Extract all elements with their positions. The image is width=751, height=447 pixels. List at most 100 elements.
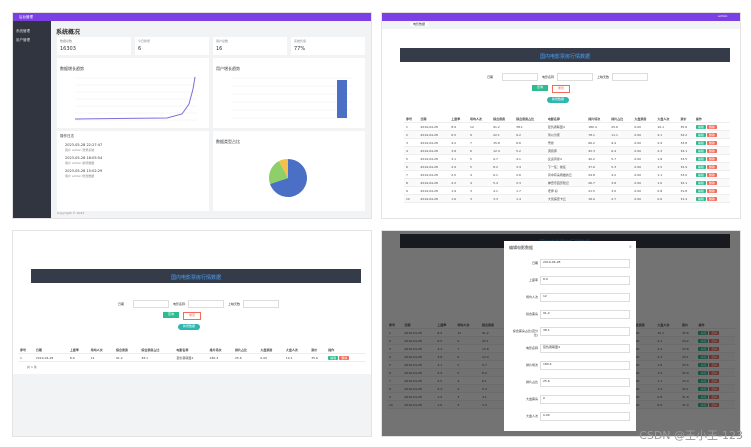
menu-item[interactable]: 系统管理 (16, 29, 30, 33)
chart-graphic (74, 76, 197, 121)
stat-card: 今日新增 6 (135, 37, 209, 55)
column-header: 上座率 (449, 115, 469, 123)
cell: 2019-04-28 (418, 170, 450, 179)
cell: 2.3 (514, 178, 546, 187)
field-label: 场均人次 (525, 295, 538, 299)
field-input[interactable]: 180.4 (540, 361, 630, 370)
cell: 21.5 (586, 186, 610, 195)
stat-value: 6 (138, 46, 142, 52)
cell: 风中有朵雨做的云 (545, 170, 587, 179)
cell: 34.2 (678, 130, 694, 139)
cell: 2019-04-28 (418, 178, 450, 187)
cell: 6.4 (609, 146, 633, 155)
cell: 复仇者联盟4 (545, 122, 587, 131)
cell-actions: 编辑删除 (326, 353, 366, 362)
filter-input[interactable] (612, 73, 648, 81)
field-input[interactable]: 0.00 (540, 412, 630, 421)
field-label: 大盘人次 (525, 414, 538, 418)
field-input[interactable]: 91.2 (540, 310, 630, 319)
cell: 0.00 (632, 170, 656, 179)
edit-button[interactable]: 编辑 (695, 156, 706, 161)
edit-button[interactable]: 编辑 (695, 196, 706, 201)
menu-item[interactable]: 用户管理 (16, 38, 30, 42)
stat-value: 16303 (60, 46, 76, 52)
field-input[interactable]: 25.6 (540, 378, 630, 387)
cell: 0.00 (632, 194, 656, 203)
modal-panel: 国内电影票房行情数据序号日期上座率场均人次综合票房综合票房占比电影名称排片场次排… (381, 230, 741, 437)
field-input[interactable]: 复仇者联盟4 (540, 344, 630, 353)
cell: 1 (18, 353, 34, 362)
log-text: 用户 admin 修改数据 (65, 174, 95, 178)
cell: 31.4 (678, 194, 694, 203)
field-input[interactable]: 0 (540, 395, 630, 404)
field-input[interactable]: 8.9 (540, 276, 630, 285)
delete-button[interactable]: 删除 (706, 124, 717, 129)
field-label: 大盘票房 (525, 397, 538, 401)
log-title: 操作日志 (60, 134, 74, 138)
column-header: 票价 (309, 346, 327, 354)
cell: 91.2 (113, 353, 140, 362)
edit-button[interactable]: 编辑 (695, 164, 706, 169)
table-panel: 电影数据 admin 国内电影票房行情数据 日期 电影名称 上映天数 查询 重置 新增数据 序号日… (381, 12, 741, 219)
edit-button[interactable]: 编辑 (328, 355, 339, 360)
add-button[interactable]: 新增数据 (547, 97, 569, 103)
content: 国内电影票房行情数据 日期 电影名称 上映天数 查询 重置 新增数据 序号 日期 上座率 场均人次综… (382, 29, 740, 218)
chart-graphic (268, 158, 308, 197)
delete-button[interactable]: 删除 (706, 140, 717, 145)
cell: 1.4 (514, 194, 546, 203)
cell: 31.8 (678, 186, 694, 195)
reset-button[interactable]: 重置 (183, 312, 201, 320)
edit-button[interactable]: 编辑 (695, 124, 706, 129)
cell: 4.1 (514, 154, 546, 163)
cell: 35.6 (309, 353, 327, 362)
cell: 1.7 (514, 186, 546, 195)
delete-button[interactable]: 删除 (706, 172, 717, 177)
stat-label: 今日新增 (138, 39, 151, 43)
search-button[interactable]: 查询 (163, 312, 179, 318)
cell: 3.3 (491, 194, 515, 203)
delete-button[interactable]: 删除 (339, 355, 350, 360)
reset-button[interactable]: 重置 (552, 85, 570, 93)
cell: 0.8 (655, 186, 679, 195)
delete-button[interactable]: 删除 (706, 164, 717, 169)
title-banner (31, 269, 361, 283)
cell: 何以为家 (545, 130, 587, 139)
cell-actions: 编辑删除 (693, 122, 730, 131)
edit-button[interactable]: 编辑 (695, 148, 706, 153)
delete-button[interactable]: 删除 (706, 156, 717, 161)
field-input[interactable]: 38.1 (540, 327, 630, 336)
cell-actions: 编辑删除 (693, 138, 730, 147)
footer-band (13, 374, 371, 436)
field-input[interactable]: 12 (540, 293, 630, 302)
field-input[interactable]: 2019-04-28 (540, 259, 630, 268)
filter-input[interactable] (502, 73, 538, 81)
search-button[interactable]: 查询 (532, 85, 548, 91)
edit-button[interactable]: 编辑 (695, 172, 706, 177)
delete-button[interactable]: 删除 (706, 180, 717, 185)
cell: 1 (404, 122, 419, 131)
close-button[interactable]: × (628, 244, 632, 249)
delete-button[interactable]: 删除 (706, 196, 717, 201)
edit-button[interactable]: 编辑 (695, 188, 706, 193)
add-button[interactable]: 新增数据 (178, 324, 200, 330)
footer: Copyright © 2023 (57, 211, 85, 215)
edit-button[interactable]: 编辑 (695, 140, 706, 145)
delete-button[interactable]: 删除 (706, 148, 717, 153)
filter-input[interactable] (557, 73, 593, 81)
filter-input[interactable] (188, 300, 224, 308)
cell: 5.7 (609, 154, 633, 163)
pie-title: 数据类型占比 (216, 139, 240, 144)
cell: 4.1 (491, 186, 515, 195)
filter-input[interactable] (243, 300, 279, 308)
delete-button[interactable]: 删除 (706, 132, 717, 137)
cell: 2.9 (655, 138, 679, 147)
delete-button[interactable]: 删除 (706, 188, 717, 193)
filter-input[interactable] (133, 300, 169, 308)
header-row: 序号日期上座率场均人次综合票房综合票房占比电影名称排片场次排片占比大盘票房大盘人… (18, 346, 366, 354)
cell: 38.1 (514, 122, 546, 131)
edit-button[interactable]: 编辑 (695, 132, 706, 137)
edit-button[interactable]: 编辑 (695, 180, 706, 185)
